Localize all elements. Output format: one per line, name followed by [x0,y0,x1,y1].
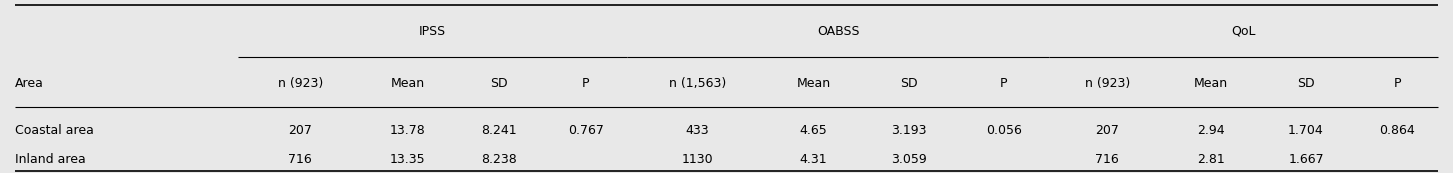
Text: 4.31: 4.31 [799,153,827,166]
Text: n (923): n (923) [1085,76,1130,90]
Text: 1.667: 1.667 [1289,153,1324,166]
Text: P: P [583,76,590,90]
Text: Mean: Mean [1194,76,1228,90]
Text: 433: 433 [686,124,709,137]
Text: 2.81: 2.81 [1197,153,1225,166]
Text: 207: 207 [288,124,312,137]
Text: SD: SD [490,76,507,90]
Text: 1130: 1130 [681,153,713,166]
Text: Mean: Mean [391,76,424,90]
Text: 0.864: 0.864 [1379,124,1415,137]
Text: 207: 207 [1096,124,1119,137]
Text: 0.056: 0.056 [987,124,1021,137]
Text: Area: Area [15,76,44,90]
Text: 13.35: 13.35 [389,153,426,166]
Text: 4.65: 4.65 [799,124,827,137]
Text: 8.238: 8.238 [481,153,517,166]
Text: 1.704: 1.704 [1289,124,1324,137]
Text: P: P [1000,76,1007,90]
Text: n (1,563): n (1,563) [668,76,726,90]
Text: IPSS: IPSS [418,25,446,38]
Text: 3.059: 3.059 [891,153,927,166]
Text: QoL: QoL [1232,25,1257,38]
Text: SD: SD [1298,76,1315,90]
Text: OABSS: OABSS [817,25,860,38]
Text: 8.241: 8.241 [481,124,517,137]
Text: SD: SD [899,76,917,90]
Text: P: P [1393,76,1401,90]
Text: Inland area: Inland area [15,153,86,166]
Text: 716: 716 [1096,153,1119,166]
Text: 2.94: 2.94 [1197,124,1225,137]
Text: 3.193: 3.193 [891,124,927,137]
Text: Coastal area: Coastal area [15,124,93,137]
Text: n (923): n (923) [278,76,323,90]
Text: 13.78: 13.78 [389,124,426,137]
Text: 716: 716 [288,153,312,166]
Text: Mean: Mean [796,76,831,90]
Text: 0.767: 0.767 [568,124,603,137]
